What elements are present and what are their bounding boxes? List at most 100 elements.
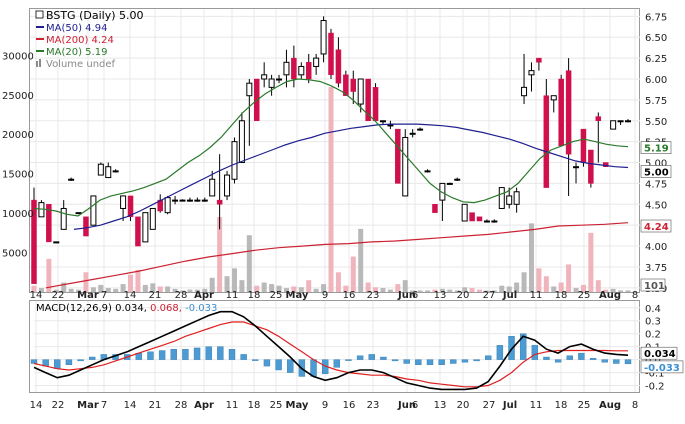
- x-tick-label-top: Aug: [599, 290, 621, 301]
- price-tick-label: 4.50: [645, 200, 667, 211]
- volume-bars: [31, 86, 631, 292]
- candle-body-up: [573, 166, 580, 169]
- macd-histogram-bar: [228, 349, 236, 360]
- volume-bar: [239, 280, 245, 292]
- candle-body-down: [476, 216, 483, 222]
- volume-bar: [254, 285, 260, 292]
- price-tick-label: 5.75: [645, 96, 667, 107]
- macd-histogram-bar: [345, 359, 352, 361]
- x-tick-label-top: 25: [578, 290, 591, 301]
- macd-histogram-bar: [65, 359, 73, 365]
- ma200-value-tag-bg: [640, 219, 672, 233]
- macd-histogram-bar: [217, 346, 224, 360]
- axis-labels: 6.756.506.256.005.755.505.255.004.754.50…: [2, 12, 667, 411]
- x-tick-label-bottom: 22: [52, 400, 65, 411]
- macd-histogram-bar: [263, 359, 271, 367]
- x-tick-label-top: 18: [248, 290, 261, 301]
- candle-body-up: [149, 207, 156, 230]
- candle-body-up: [320, 20, 327, 55]
- volume-bar: [276, 285, 282, 292]
- candle-body-up: [625, 120, 631, 123]
- macd-histogram-bar: [380, 356, 387, 360]
- price-tick-label: 6.75: [645, 12, 667, 23]
- volume-tick-label: 15000: [2, 170, 34, 181]
- volume-bar: [172, 288, 178, 292]
- legend-label: Volume undef: [46, 59, 116, 70]
- price-tick-label: 6.00: [645, 75, 667, 86]
- grid-lines: [30, 9, 640, 392]
- volume-bar: [38, 288, 44, 292]
- candle-body-up: [246, 82, 253, 97]
- x-tick-label-bottom: 14: [30, 400, 43, 411]
- volume-bar: [588, 232, 594, 292]
- candle-body-up: [387, 124, 394, 127]
- x-tick-label-bottom: Jun: [397, 400, 416, 411]
- candle-body-up: [528, 70, 535, 76]
- candle-body-up: [194, 199, 201, 202]
- macd-tick-label: 0.2: [645, 330, 661, 341]
- candle-body-up: [424, 170, 431, 173]
- candle-body-down: [565, 70, 572, 155]
- volume-bar: [98, 284, 104, 292]
- candle-body-up: [513, 191, 520, 205]
- volume-bar: [432, 289, 438, 292]
- candle-body-up: [506, 195, 513, 205]
- macd-histogram-bar: [566, 355, 573, 360]
- volume-bar: [246, 235, 252, 292]
- volume-bar: [521, 272, 527, 292]
- candle-body-up: [238, 120, 245, 164]
- volume-bar: [157, 286, 163, 292]
- candle-body-up: [439, 182, 446, 201]
- x-tick-label-bottom: Apr: [194, 400, 214, 411]
- x-tick-label-bottom: 14: [124, 400, 137, 411]
- candle-body-down: [536, 57, 542, 63]
- legend-swatch: [36, 38, 44, 40]
- volume-bar: [439, 288, 445, 292]
- macd-histogram-bar: [554, 359, 562, 363]
- volume-bar: [46, 258, 52, 292]
- x-tick-label-top: 23: [367, 290, 380, 301]
- price-tick-label: 4.00: [645, 242, 667, 253]
- x-tick-label-bottom: 27: [483, 400, 496, 411]
- macd-legend-value: 0.034,: [115, 303, 150, 314]
- macd-legend: MACD(12,26,9) 0.034, 0.068, -0.033: [36, 303, 217, 314]
- x-tick-label-top: 13: [434, 290, 447, 301]
- x-tick-label-top: Jun: [397, 290, 416, 301]
- macd-histogram-bar: [275, 359, 282, 371]
- macd-histogram-bar: [182, 349, 189, 360]
- ma20-line: [33, 78, 629, 217]
- volume-bar: [506, 286, 512, 292]
- volume-bar: [447, 289, 453, 292]
- candle-body-up: [498, 187, 505, 209]
- volume-bar: [31, 285, 37, 292]
- macd-legend-value: 0.068,: [150, 303, 185, 314]
- x-tick-label-bottom: 6: [412, 400, 418, 411]
- volume-tick-label: 30000: [2, 51, 34, 62]
- volume-bar: [469, 288, 475, 292]
- volume-bar: [610, 288, 616, 292]
- candle-body-up: [402, 136, 409, 197]
- macd-histogram-bar: [310, 359, 317, 377]
- macd-tick-label: 0.4: [645, 304, 661, 315]
- candle-body-up: [164, 197, 171, 214]
- macd-histogram-bar: [147, 351, 154, 360]
- candle-body-up: [112, 170, 119, 173]
- volume-bar: [343, 285, 349, 292]
- macd-histogram-bar: [473, 359, 480, 362]
- volume-bar: [454, 290, 460, 292]
- ma200-value-tag: 4.24: [644, 222, 669, 233]
- macd-tick-label: -0.1: [645, 369, 665, 380]
- volume-bar: [603, 289, 609, 292]
- candle-body-up: [454, 178, 461, 181]
- x-tick-label-top: 7: [101, 290, 107, 301]
- candle-body-up: [268, 78, 275, 88]
- candle-body-down: [328, 32, 334, 76]
- candle-body-down: [31, 199, 37, 284]
- candle-body-up: [172, 199, 179, 202]
- candle-body-up: [446, 182, 453, 185]
- macd-histogram-bar: [193, 347, 201, 360]
- candle-body-down: [343, 74, 349, 96]
- macd-histogram-bar: [287, 359, 294, 373]
